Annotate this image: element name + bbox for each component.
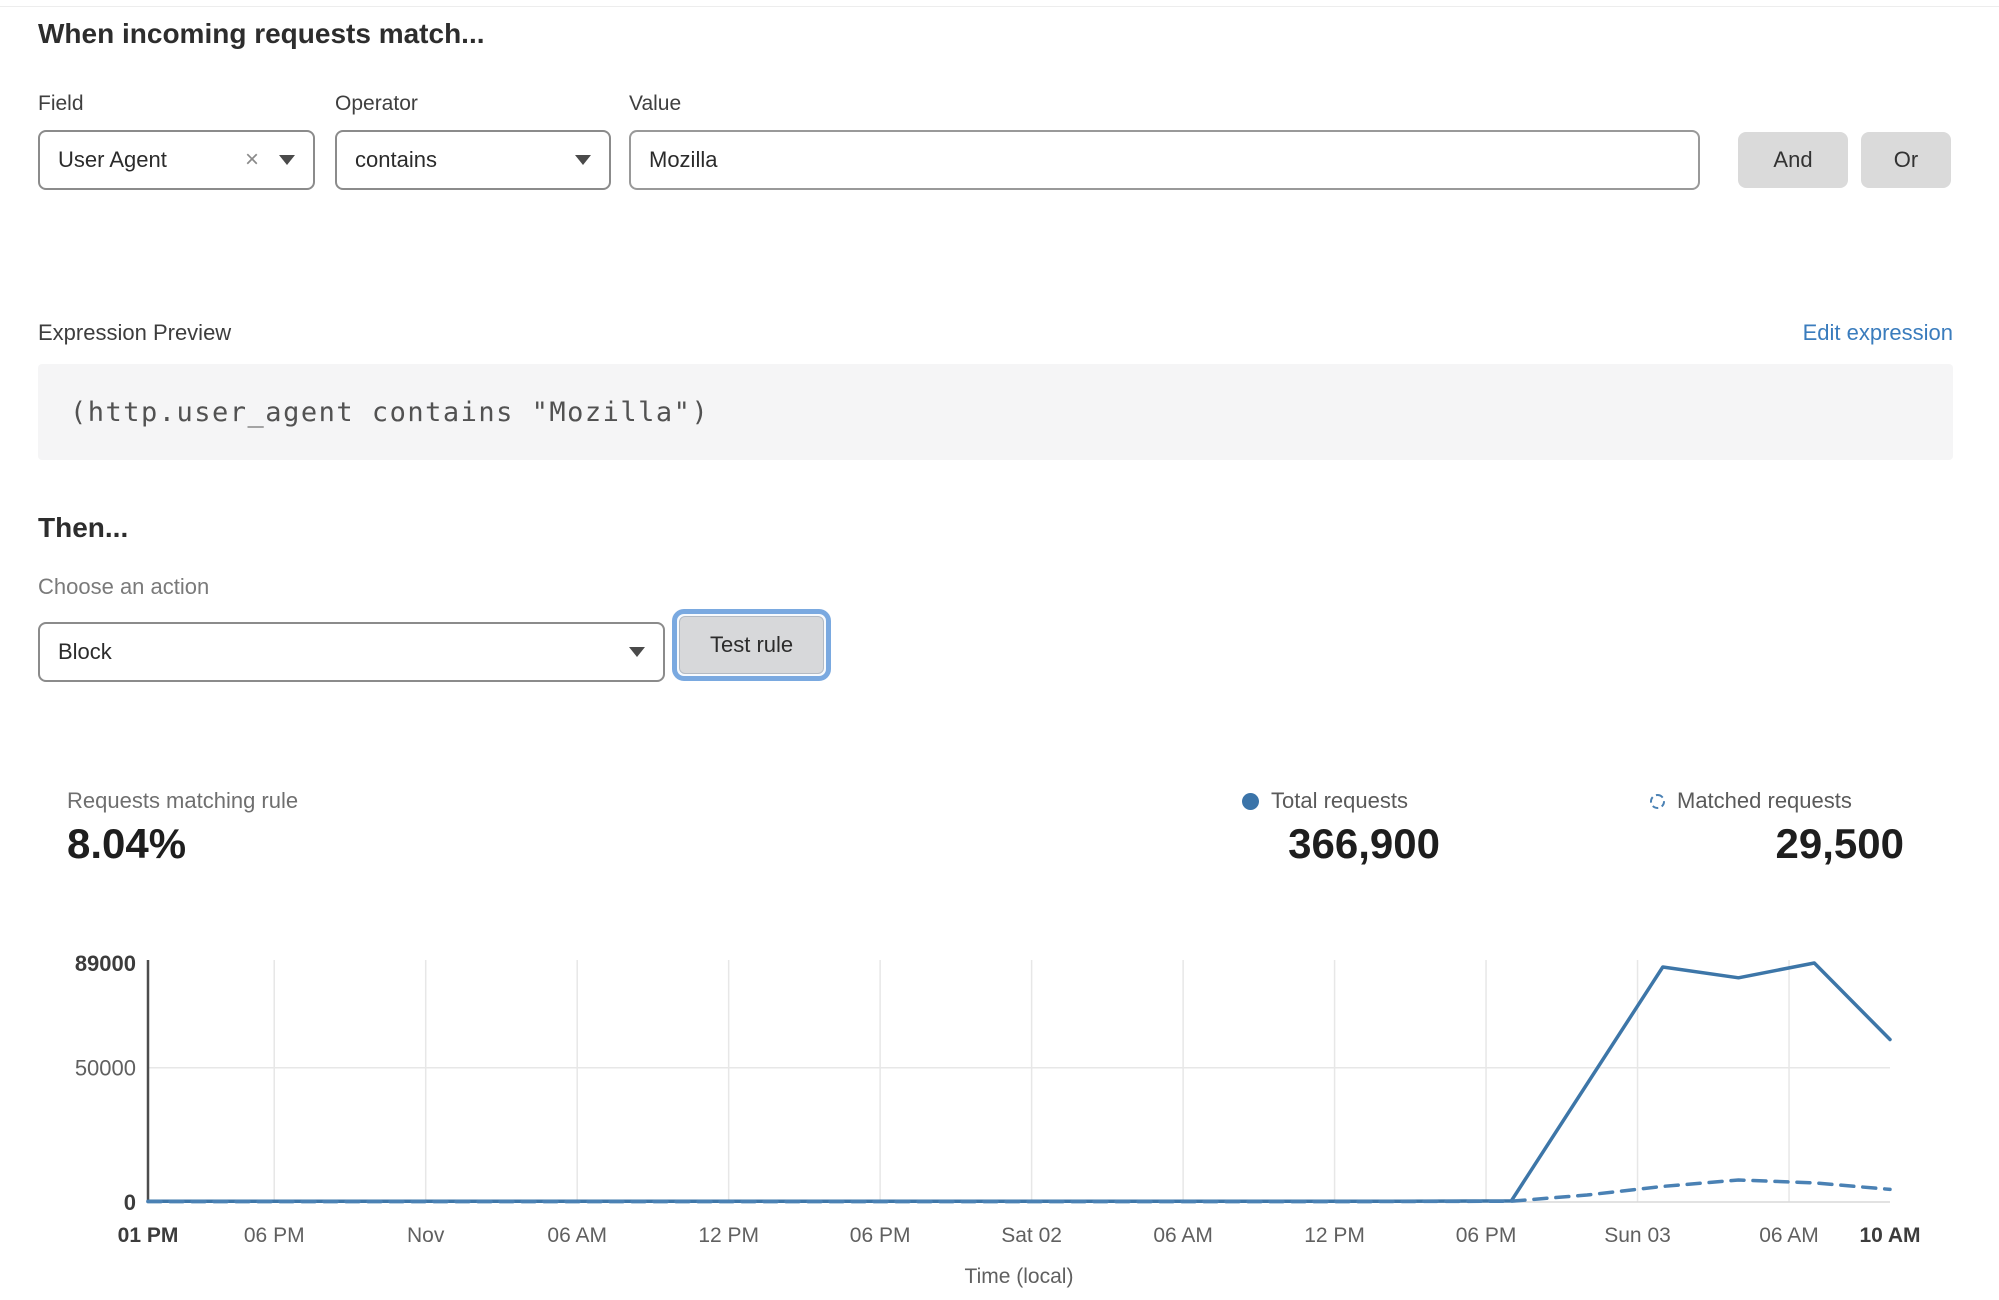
requests-chart: 89000 50000 0 01 PM 06 PM Nov 06 AM 12 PM 06 PM S…	[0, 935, 1999, 1295]
x-tick-label: 06 PM	[850, 1224, 911, 1247]
and-button[interactable]: And	[1738, 132, 1848, 188]
value-input[interactable]	[629, 130, 1700, 190]
x-tick-label: 06 AM	[547, 1224, 607, 1247]
top-divider	[0, 6, 1999, 7]
x-axis-title: Time (local)	[965, 1265, 1074, 1288]
value-label: Value	[629, 92, 682, 115]
expression-preview-box: (http.user_agent contains "Mozilla")	[38, 364, 1953, 460]
x-tick-label: 12 PM	[698, 1224, 759, 1247]
chevron-down-icon[interactable]	[279, 155, 295, 165]
field-label: Field	[38, 92, 84, 115]
choose-action-label: Choose an action	[38, 574, 210, 599]
x-tick-label: 06 AM	[1153, 1224, 1213, 1247]
series-dashed	[146, 1178, 1892, 1204]
then-heading: Then...	[38, 512, 129, 543]
action-select-value: Block	[58, 639, 112, 664]
clear-icon[interactable]: ×	[244, 146, 259, 173]
x-tick-label: 06 PM	[1456, 1224, 1517, 1247]
x-tick-label: Nov	[407, 1224, 445, 1247]
solid-dot-icon	[1242, 792, 1259, 810]
dashed-circle-icon	[1650, 793, 1665, 809]
x-tick-label: 06 AM	[1759, 1224, 1819, 1247]
requests-chart-svg: 89000 50000 0 01 PM 06 PM Nov 06 AM 12 PM 06 PM S…	[75, 951, 1921, 1288]
field-select[interactable]: User Agent ×	[38, 130, 315, 190]
y-tick-label: 50000	[75, 1056, 136, 1081]
x-tick-label: Sat 02	[1001, 1224, 1062, 1247]
matched-requests-label: Matched requests	[1677, 788, 1852, 813]
x-tick-label: 10 AM	[1859, 1224, 1920, 1247]
action-select[interactable]: Block	[38, 622, 665, 682]
chevron-down-icon[interactable]	[575, 155, 591, 165]
x-tick-label: Sun 03	[1604, 1224, 1671, 1247]
x-tick-label: 06 PM	[244, 1224, 305, 1247]
y-tick-label: 89000	[75, 951, 136, 976]
test-rule-focus-ring: Test rule	[672, 609, 832, 681]
operator-label: Operator	[335, 92, 418, 115]
series-solid	[146, 961, 1892, 1204]
or-button[interactable]: Or	[1861, 132, 1951, 188]
legend-matched-requests[interactable]: Matched requests	[1650, 788, 1852, 814]
expression-preview-label: Expression Preview	[38, 320, 232, 345]
requests-matching-value: 8.04%	[67, 820, 187, 867]
total-requests-value: 366,900	[1288, 820, 1440, 867]
expression-code: (http.user_agent contains "Mozilla")	[70, 396, 710, 428]
match-heading: When incoming requests match...	[38, 18, 485, 49]
field-select-value: User Agent	[58, 147, 167, 172]
requests-matching-label: Requests matching rule	[67, 788, 299, 813]
chevron-down-icon[interactable]	[629, 647, 645, 657]
operator-select[interactable]: contains	[335, 130, 611, 190]
y-tick-label: 0	[124, 1190, 136, 1215]
edit-expression-link[interactable]: Edit expression	[1802, 320, 1953, 345]
x-tick-label: 12 PM	[1304, 1224, 1365, 1247]
test-rule-button[interactable]: Test rule	[679, 616, 825, 674]
matched-requests-value: 29,500	[1775, 820, 1904, 867]
total-requests-label: Total requests	[1271, 788, 1408, 813]
x-tick-label: 01 PM	[118, 1224, 179, 1247]
operator-select-value: contains	[355, 147, 437, 172]
legend-total-requests[interactable]: Total requests	[1242, 788, 1408, 814]
